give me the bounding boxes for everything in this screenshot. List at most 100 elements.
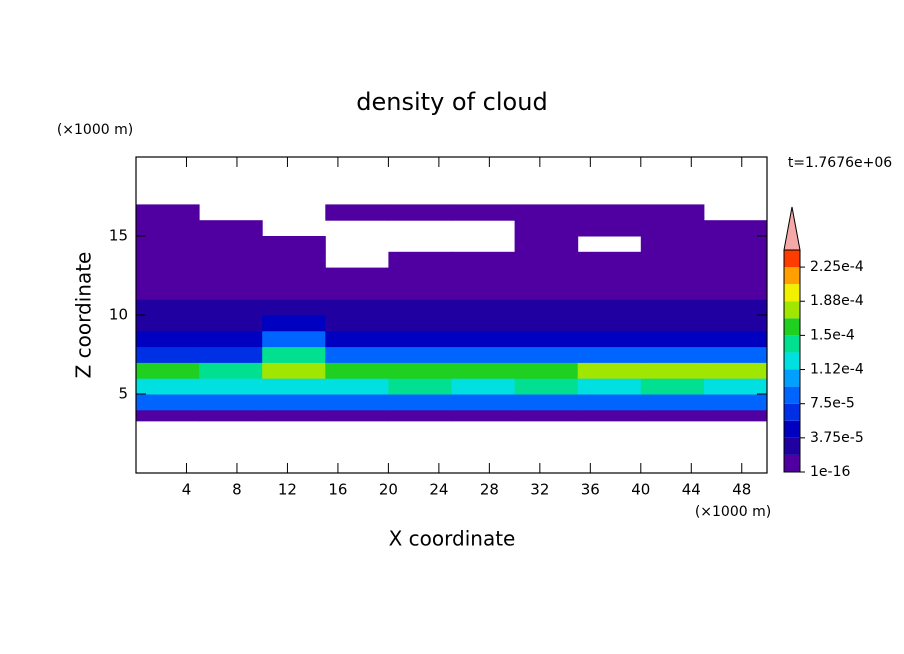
colorbar-swatch (784, 284, 800, 302)
field-cell (703, 346, 768, 363)
colorbar-swatch (784, 352, 800, 370)
field-cell (577, 315, 642, 332)
field-cell (703, 330, 768, 348)
field-cell (388, 394, 452, 411)
y-tick-label: 15 (109, 227, 128, 245)
field-cell (325, 394, 389, 411)
field-cell (199, 394, 263, 411)
field-cell (451, 267, 516, 284)
field-cell (199, 267, 263, 284)
field-cell (640, 346, 705, 363)
field-cell (262, 267, 326, 284)
field-cell (703, 394, 768, 411)
field-cell (640, 330, 705, 348)
field-cell (136, 236, 200, 253)
colorbar-swatch (784, 301, 800, 319)
field-cell (703, 267, 768, 284)
field-cell (199, 283, 263, 300)
field-cell (577, 267, 642, 284)
field-cell (136, 409, 200, 422)
field-cell (136, 330, 200, 348)
field-cell (577, 394, 642, 411)
x-tick-label: 4 (182, 481, 192, 499)
x-tick-label: 44 (682, 481, 701, 499)
field-cell (640, 299, 705, 316)
field-cell (262, 346, 326, 363)
field-cell (451, 204, 516, 221)
field-cell (325, 346, 389, 363)
colorbar-swatch (784, 267, 800, 285)
colorbar-label: 1e-16 (810, 464, 850, 480)
field-cell (451, 378, 516, 395)
field-cell (388, 346, 452, 363)
field-cell (577, 409, 642, 422)
field-cell (325, 299, 389, 316)
field-cell (136, 315, 200, 332)
field-cell (199, 251, 263, 269)
field-cell (703, 409, 768, 422)
field-cell (703, 315, 768, 332)
field-cell (451, 409, 516, 422)
field-cell (577, 378, 642, 395)
field-cell (640, 251, 705, 269)
field-cell (136, 346, 200, 363)
field-cell (325, 378, 389, 395)
field-cell (262, 283, 326, 300)
colorbar-swatch (784, 437, 800, 455)
field-cell (199, 220, 263, 237)
y-tick-label: 5 (118, 385, 128, 403)
x-tick-label: 40 (631, 481, 650, 499)
colorbar-label: 1.12e-4 (810, 362, 864, 378)
field-cell (199, 362, 263, 379)
field-cell (640, 409, 705, 422)
field-cell (451, 315, 516, 332)
field-cell (262, 299, 326, 316)
field-cell (388, 204, 452, 221)
field-cell (703, 283, 768, 300)
field-cell (703, 299, 768, 316)
field-cell (325, 267, 389, 284)
field-cell (199, 346, 263, 363)
field-cell (388, 283, 452, 300)
time-annotation: t=1.7676e+06 (788, 155, 892, 171)
field-cell (514, 330, 579, 348)
colorbar-swatch (784, 403, 800, 421)
field-cell (388, 409, 452, 422)
colorbar-frame (783, 249, 801, 473)
x-tick-label: 24 (429, 481, 448, 499)
field-cell (514, 378, 579, 395)
field-cell (577, 220, 642, 237)
field-cell (136, 362, 200, 379)
colorbar-label: 7.5e-5 (810, 396, 855, 412)
field-cell (577, 251, 642, 269)
field-cell (577, 330, 642, 348)
y-tick-label: 10 (109, 306, 128, 324)
field-cell (388, 362, 452, 379)
x-tick-label: 32 (530, 481, 549, 499)
field-cell (640, 204, 705, 221)
colorbar-extension (783, 206, 801, 251)
field-cell (451, 299, 516, 316)
field-cell (451, 346, 516, 363)
field-cell (514, 283, 579, 300)
x-axis-label: X coordinate (389, 527, 516, 551)
field-cell (640, 315, 705, 332)
field-cell (514, 299, 579, 316)
field-cell (136, 220, 200, 237)
x-tick-label: 28 (480, 481, 499, 499)
field-cell (703, 236, 768, 253)
colorbar-label: 1.88e-4 (810, 293, 864, 309)
field-cell (136, 204, 200, 221)
colorbar-label: 2.25e-4 (810, 259, 864, 275)
field-cell (703, 362, 768, 379)
field-cell (388, 251, 452, 269)
field-cell (451, 394, 516, 411)
field-cell (514, 394, 579, 411)
chart-title: density of cloud (356, 88, 547, 116)
field-cell (136, 378, 200, 395)
field-cell (577, 283, 642, 300)
field-cell (703, 220, 768, 237)
field-cell (262, 362, 326, 379)
field-cell (262, 378, 326, 395)
